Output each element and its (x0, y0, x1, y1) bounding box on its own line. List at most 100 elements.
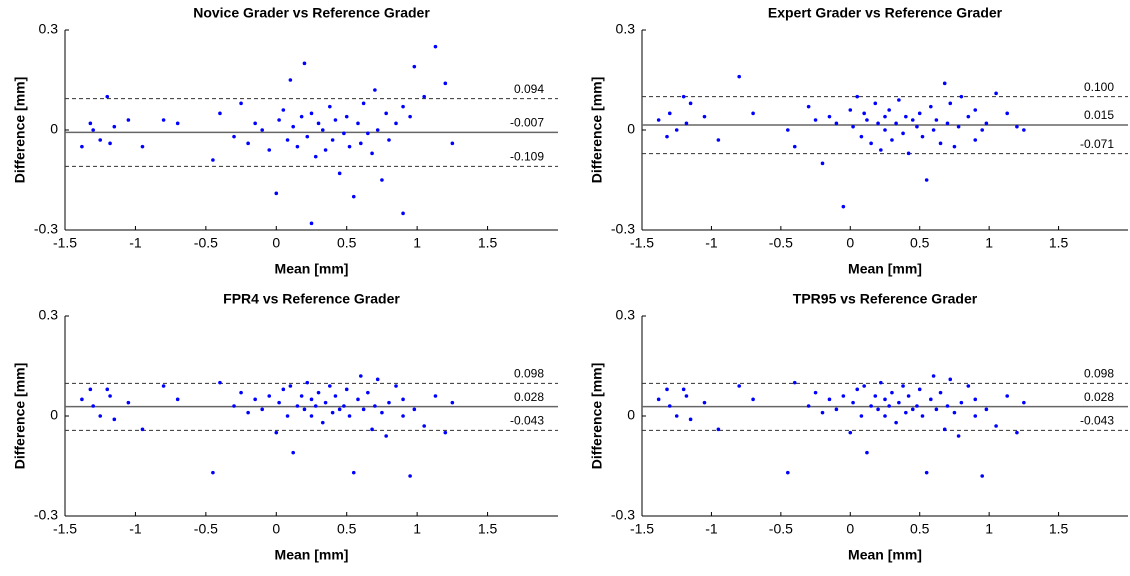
point (351, 470, 356, 475)
point (285, 138, 290, 142)
point (915, 124, 919, 129)
point (966, 114, 971, 119)
point (917, 387, 922, 392)
point (876, 121, 880, 126)
point (945, 404, 950, 408)
point (351, 194, 356, 199)
point (140, 427, 145, 432)
point (883, 128, 887, 132)
point (359, 141, 363, 146)
point (295, 144, 300, 149)
point (894, 420, 898, 425)
point (1015, 124, 1019, 129)
point (299, 114, 304, 119)
point (232, 404, 236, 408)
point (337, 407, 342, 412)
point (370, 151, 374, 156)
point (330, 138, 335, 142)
point (328, 384, 332, 388)
y-tick-label: 0.3 (616, 307, 636, 323)
point (883, 114, 887, 119)
point (876, 407, 880, 412)
x-tick-label: 0 (272, 521, 280, 537)
point (806, 104, 811, 109)
reference-label: -0.071 (1080, 137, 1114, 151)
point (239, 390, 243, 395)
point (373, 88, 377, 92)
point (380, 178, 384, 182)
point (897, 98, 901, 102)
x-tick-label: 1.5 (478, 521, 498, 537)
point (792, 380, 797, 385)
point (656, 118, 661, 122)
point (862, 111, 866, 116)
y-tick-label: 0.3 (39, 307, 59, 323)
chart-title: TPR95 vs Reference Grader (793, 291, 978, 307)
x-tick-label: -0.5 (194, 235, 218, 251)
x-tick-label: -1 (705, 235, 718, 251)
point (450, 400, 455, 405)
point (288, 384, 293, 388)
point (934, 118, 939, 122)
point (848, 108, 853, 112)
point (684, 121, 689, 126)
point (883, 414, 887, 418)
point (302, 61, 307, 66)
point (873, 394, 878, 398)
point (295, 404, 300, 408)
point (920, 134, 925, 139)
point (859, 134, 864, 139)
point (218, 111, 222, 116)
point (702, 114, 707, 119)
point (786, 470, 790, 475)
x-tick-label: 1 (413, 521, 421, 537)
point (887, 108, 891, 112)
point (827, 114, 832, 119)
point (851, 124, 855, 129)
point (952, 410, 957, 415)
point (80, 144, 84, 149)
y-tick-label: 0 (50, 407, 58, 423)
point (869, 141, 873, 146)
point (841, 204, 846, 209)
point (291, 124, 295, 129)
point (105, 387, 110, 392)
point (855, 94, 860, 99)
point (401, 397, 405, 402)
point (302, 407, 307, 412)
point (890, 390, 894, 395)
point (834, 121, 839, 126)
point (274, 430, 279, 435)
point (920, 414, 925, 418)
point (934, 407, 939, 412)
point (328, 104, 332, 109)
point (323, 148, 328, 152)
x-tick-label: 1.5 (478, 235, 498, 251)
point (887, 404, 891, 408)
point (384, 434, 388, 438)
point (737, 74, 741, 79)
point (281, 108, 286, 112)
reference-label: 0.098 (514, 367, 544, 381)
point (313, 154, 318, 159)
point (820, 410, 825, 415)
point (408, 474, 412, 478)
point (211, 470, 215, 475)
point (894, 121, 898, 126)
point (313, 404, 318, 408)
point (375, 128, 380, 132)
y-tick-label: 0 (50, 121, 58, 137)
point (373, 404, 377, 408)
x-axis-label: Mean [mm] (275, 261, 349, 277)
point (260, 128, 265, 132)
reference-label: -0.043 (1080, 414, 1114, 428)
point (342, 404, 346, 408)
point (665, 387, 669, 392)
reference-label: -0.043 (510, 414, 544, 428)
point (161, 118, 166, 122)
point (681, 94, 686, 99)
point (910, 118, 915, 122)
point (211, 158, 215, 162)
